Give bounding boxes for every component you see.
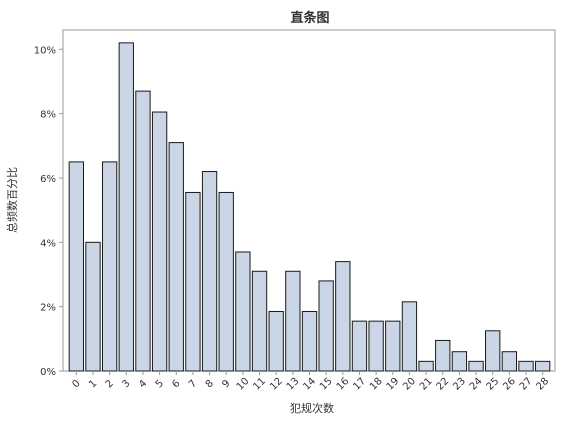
bar-7 bbox=[185, 191, 201, 372]
bar-16 bbox=[335, 261, 351, 372]
bar-2 bbox=[101, 161, 118, 372]
bar-25 bbox=[485, 330, 501, 372]
x-tick-label: 16 bbox=[335, 376, 352, 393]
x-axis-label: 犯规次数 bbox=[290, 401, 334, 415]
x-tick-label: 10 bbox=[235, 376, 252, 393]
bar-13 bbox=[285, 270, 301, 372]
bar-1 bbox=[85, 241, 101, 372]
bar-4 bbox=[135, 90, 151, 372]
x-tick-label: 20 bbox=[401, 376, 418, 393]
bar-0 bbox=[68, 161, 84, 372]
y-tick-label: 6% bbox=[40, 174, 56, 185]
y-tick-label: 2% bbox=[40, 303, 56, 314]
x-tick-label: 3 bbox=[120, 378, 132, 390]
bar-26 bbox=[501, 351, 518, 372]
bar-5 bbox=[151, 111, 168, 372]
x-tick-label: 21 bbox=[418, 376, 435, 393]
x-tick-label: 4 bbox=[137, 378, 149, 390]
bar-17 bbox=[351, 320, 368, 372]
x-tick-label: 15 bbox=[318, 376, 335, 393]
x-tick-label: 12 bbox=[268, 376, 285, 393]
bar-28 bbox=[535, 360, 551, 372]
bar-10 bbox=[235, 251, 251, 372]
x-tick-label: 24 bbox=[468, 376, 485, 393]
y-tick-label: 10% bbox=[34, 45, 56, 56]
x-tick-label: 11 bbox=[251, 376, 268, 393]
bar-3 bbox=[118, 42, 134, 372]
x-tick-label: 27 bbox=[518, 376, 535, 393]
bar-8 bbox=[201, 171, 218, 372]
x-axis: 0 1 2 3 4 5 6 7 8 9 10 11 12 13 14 15 16 17 18 19 20 21 22 23 24… bbox=[70, 371, 551, 393]
x-tick-label: 28 bbox=[535, 376, 552, 393]
x-tick-label: 22 bbox=[435, 376, 452, 393]
x-tick-label: 9 bbox=[220, 378, 232, 390]
x-tick-label: 17 bbox=[351, 376, 368, 393]
y-axis: 0% 2% 4% 6% 8% 10% bbox=[34, 45, 63, 378]
x-tick-label: 1 bbox=[87, 378, 99, 390]
y-tick-label: 8% bbox=[40, 110, 56, 121]
bar-14 bbox=[301, 310, 318, 372]
y-axis-label: 总频数百分比 bbox=[5, 167, 19, 233]
x-tick-label: 14 bbox=[301, 376, 318, 393]
bar-15 bbox=[318, 280, 334, 372]
y-tick-label: 0% bbox=[40, 367, 56, 378]
x-tick-label: 18 bbox=[368, 376, 385, 393]
bar-24 bbox=[468, 360, 484, 372]
bar-11 bbox=[251, 270, 268, 372]
bar-6 bbox=[168, 142, 184, 372]
x-tick-label: 19 bbox=[385, 376, 402, 393]
bar-20 bbox=[401, 301, 418, 372]
x-tick-label: 26 bbox=[501, 376, 518, 393]
x-tick-label: 13 bbox=[285, 376, 302, 393]
bars-group bbox=[68, 42, 551, 372]
bar-27 bbox=[518, 360, 534, 372]
bar-22 bbox=[435, 339, 451, 372]
bar-9 bbox=[218, 191, 234, 372]
x-tick-label: 6 bbox=[170, 378, 182, 390]
bar-23 bbox=[451, 351, 468, 372]
x-tick-label: 5 bbox=[154, 378, 166, 390]
bar-18 bbox=[368, 320, 384, 372]
x-tick-label: 25 bbox=[485, 376, 502, 393]
bar-12 bbox=[268, 310, 284, 372]
x-tick-label: 7 bbox=[187, 378, 199, 390]
chart-title: 直条图 bbox=[290, 10, 329, 26]
bar-19 bbox=[385, 320, 401, 372]
y-tick-label: 4% bbox=[40, 238, 56, 249]
x-tick-label: 0 bbox=[70, 378, 82, 390]
bar-21 bbox=[418, 360, 434, 372]
x-tick-label: 2 bbox=[104, 378, 116, 390]
x-tick-label: 23 bbox=[451, 376, 468, 393]
x-tick-label: 8 bbox=[204, 378, 216, 390]
